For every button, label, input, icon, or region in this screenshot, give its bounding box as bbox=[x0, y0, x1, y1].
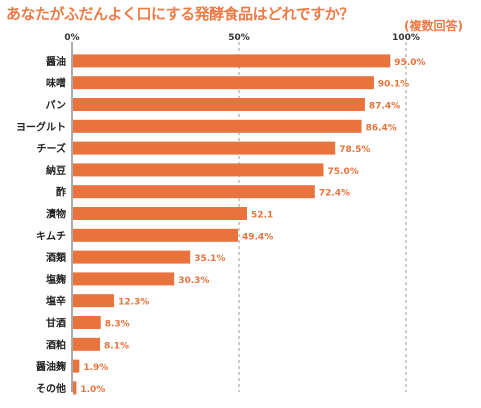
value-label: 86.4% bbox=[366, 123, 397, 133]
value-label: 8.1% bbox=[104, 341, 129, 351]
x-tick-label-0: 0% bbox=[64, 33, 79, 43]
category-label: 納豆 bbox=[46, 164, 66, 177]
category-label: キムチ bbox=[36, 230, 66, 242]
value-label: 12.3% bbox=[118, 298, 149, 308]
category-label: 漬物 bbox=[46, 208, 66, 221]
bar bbox=[73, 316, 101, 329]
chart-subtitle: (複数回答) bbox=[404, 19, 463, 33]
value-label: 30.3% bbox=[178, 276, 209, 286]
value-label: 1.0% bbox=[80, 385, 105, 395]
category-label: 酒類 bbox=[46, 251, 67, 264]
bar bbox=[73, 250, 191, 264]
value-label: 72.4% bbox=[319, 189, 350, 199]
category-label: 醤油 bbox=[46, 55, 66, 68]
category-label: 塩辛 bbox=[46, 295, 66, 308]
value-label: 52.1 bbox=[251, 211, 273, 221]
value-label: 75.0% bbox=[328, 167, 359, 177]
bar bbox=[73, 207, 248, 220]
x-tick-label-100: 100% bbox=[392, 33, 420, 43]
category-label: チーズ bbox=[37, 142, 67, 155]
value-label: 95.0% bbox=[394, 58, 425, 68]
bar bbox=[73, 119, 362, 133]
chart-title: あなたがふだんよく口にする発酵食品はどれですか？ bbox=[6, 5, 354, 23]
category-label: 塩麹 bbox=[46, 273, 66, 286]
bar bbox=[73, 337, 101, 351]
category-label: その他 bbox=[36, 382, 66, 395]
value-label: 90.1% bbox=[378, 80, 409, 90]
bar bbox=[73, 381, 77, 395]
x-tick-label-50: 50% bbox=[228, 33, 250, 43]
bar bbox=[73, 141, 336, 155]
value-label: 87.4% bbox=[369, 102, 400, 112]
category-label: 味噌 bbox=[46, 77, 66, 90]
bar bbox=[73, 228, 238, 242]
bar bbox=[73, 163, 324, 177]
value-label: 8.3% bbox=[105, 320, 130, 330]
category-label: 甘酒 bbox=[46, 317, 66, 330]
category-label: パン bbox=[46, 100, 67, 112]
value-label: 49.4% bbox=[242, 232, 273, 242]
bar bbox=[73, 294, 115, 308]
value-label: 78.5% bbox=[339, 145, 370, 155]
category-label: ヨーグルト bbox=[16, 120, 66, 133]
category-label: 醤油麹 bbox=[36, 360, 66, 373]
bar bbox=[73, 359, 80, 373]
category-label: 酢 bbox=[56, 186, 66, 199]
value-label: 1.9% bbox=[83, 363, 108, 373]
bar bbox=[73, 54, 391, 68]
value-label: 35.1% bbox=[194, 254, 225, 264]
bar bbox=[73, 98, 365, 111]
bar bbox=[73, 272, 175, 286]
category-label: 酒粕 bbox=[46, 338, 66, 351]
bar bbox=[73, 185, 315, 199]
bar bbox=[73, 76, 374, 90]
